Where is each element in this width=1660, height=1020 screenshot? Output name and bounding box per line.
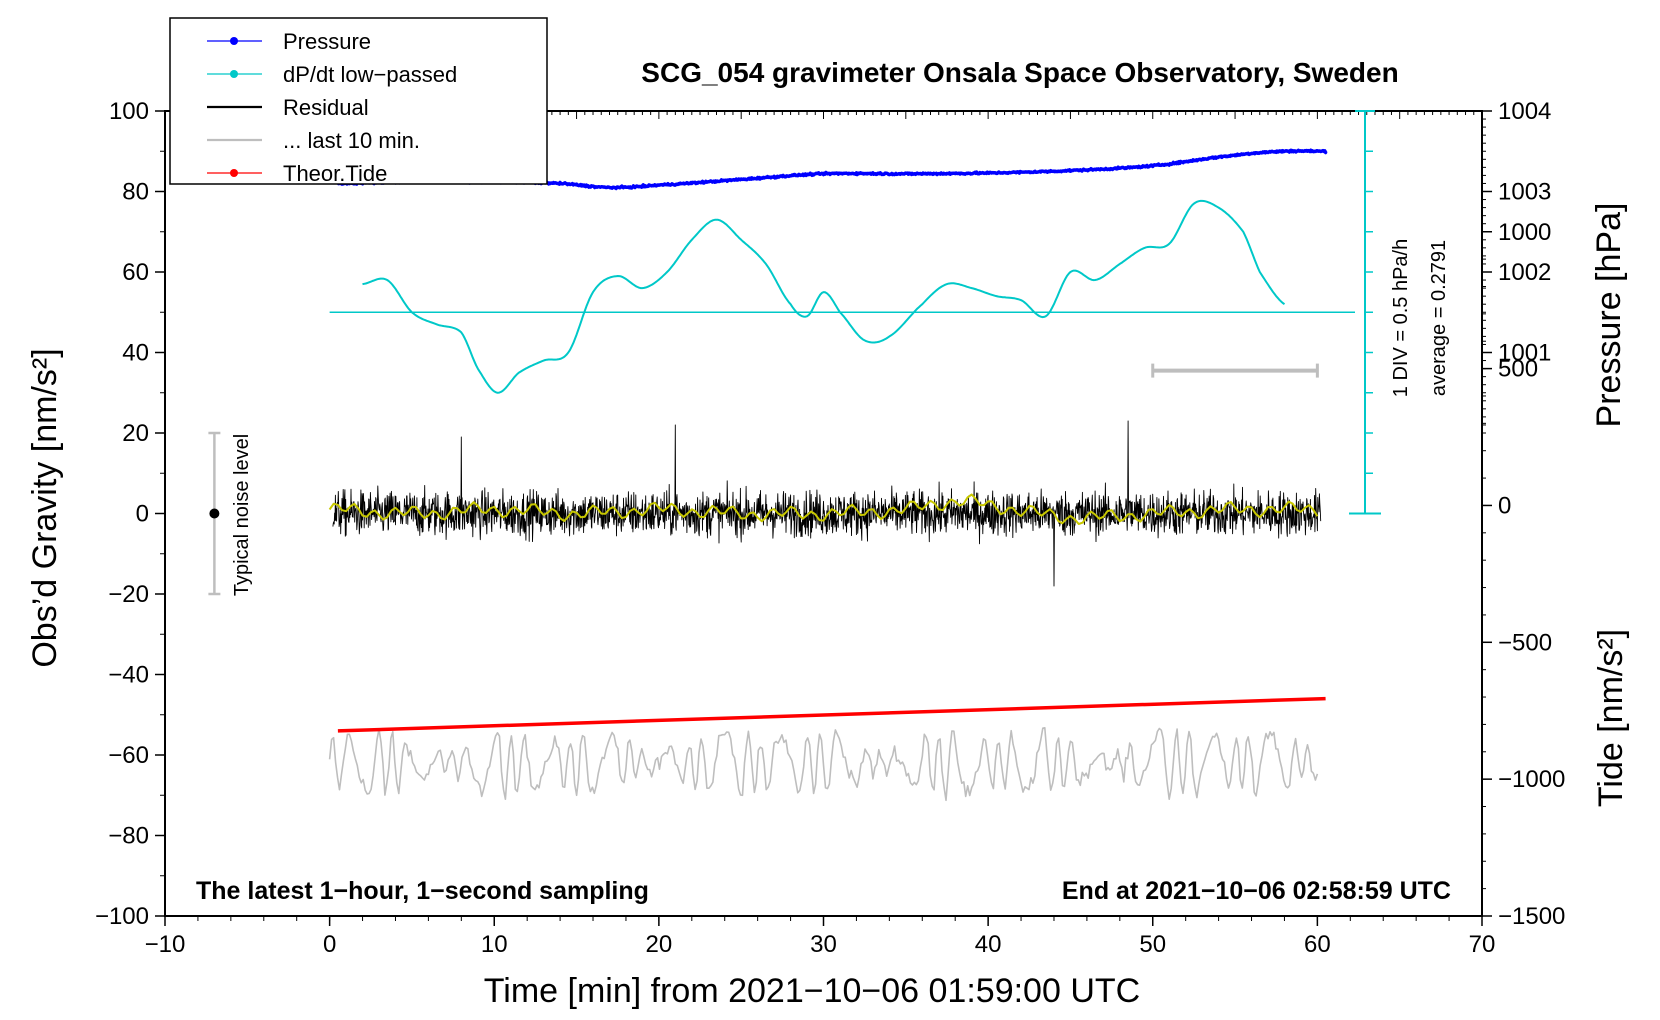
y-tick-label: −100: [95, 903, 149, 930]
legend-marker: [230, 37, 238, 45]
x-tick-label: 20: [646, 931, 673, 958]
pressure-tick-label: 1003: [1498, 179, 1551, 206]
y-tick-label: 20: [122, 420, 149, 447]
legend-label: dP/dt low−passed: [283, 62, 457, 87]
tide-axis-ticks: −1500 −1000 −500 0 500 1000: [1482, 219, 1565, 930]
chart-title: SCG_054 gravimeter Onsala Space Observat…: [641, 57, 1398, 88]
y-tick-label: 40: [122, 340, 149, 367]
extras-group: [208, 363, 1319, 596]
tide-tick-label: −1500: [1498, 903, 1565, 930]
x-axis-title: Time [min] from 2021−10−06 01:59:00 UTC: [484, 972, 1140, 1010]
legend-marker: [230, 169, 238, 177]
noise-level-label: Typical noise level: [231, 434, 253, 596]
x-tick-label: 10: [481, 931, 508, 958]
pressure-axis-title: Pressure [hPa]: [1590, 203, 1628, 428]
x-tick-label: 40: [975, 931, 1002, 958]
y-tick-label: 60: [122, 259, 149, 286]
y-tick-label: −40: [108, 662, 149, 689]
latest-sampling-note: The latest 1−hour, 1−second sampling: [196, 877, 649, 905]
y-tick-label: −60: [108, 742, 149, 769]
legend: Pressure dP/dt low−passed Residual ... last…: [169, 17, 548, 186]
x-tick-label: 0: [323, 931, 336, 958]
dpdt-scale-bar: [1349, 110, 1381, 515]
y-axis-title: Obs’d Gravity [nm/s²]: [26, 348, 64, 667]
tide-tick-label: −500: [1498, 629, 1552, 656]
x-tick-label: −10: [145, 931, 186, 958]
x-tick-label: 50: [1139, 931, 1166, 958]
y-tick-label: 0: [136, 501, 149, 528]
div-scale-label: 1 DIV = 0.5 hPa/h: [1390, 239, 1412, 397]
legend-label: ... last 10 min.: [283, 128, 420, 153]
x-axis-ticks: −10 0 10 20 30 40 50 60 70: [145, 916, 1496, 958]
legend-label: Theor.Tide: [283, 161, 387, 186]
tide-tick-label: −1000: [1498, 766, 1565, 793]
residual-mean-series: [328, 493, 1319, 525]
left-axis-ticks: −100 −80 −60 −40 −20 0 20 40 60 80 100: [95, 98, 165, 930]
noise-bar-center: [209, 508, 220, 519]
y-tick-label: 100: [109, 98, 149, 125]
dpdt-series: [362, 199, 1286, 394]
legend-label: Residual: [283, 95, 369, 120]
tide-series: [337, 696, 1326, 733]
end-time-note: End at 2021−10−06 02:58:59 UTC: [1062, 877, 1451, 905]
x-tick-label: 60: [1304, 931, 1331, 958]
tide-tick-label: 500: [1498, 356, 1538, 383]
y-tick-label: −20: [108, 581, 149, 608]
legend-label: Pressure: [283, 29, 371, 54]
pressure-axis-ticks: 1001 1002 1003 1004: [1482, 98, 1551, 434]
tide-tick-label: 0: [1498, 492, 1511, 519]
residual-series: [332, 420, 1322, 587]
y-tick-label: 80: [122, 179, 149, 206]
series-group: [328, 148, 1355, 802]
pressure-tick-label: 1004: [1498, 98, 1551, 125]
average-label: average = 0.2791: [1428, 240, 1450, 396]
last10-series: [328, 726, 1319, 802]
pressure-tick-label: 1002: [1498, 259, 1551, 286]
legend-marker: [230, 70, 238, 78]
x-tick-label: 70: [1469, 931, 1496, 958]
y-tick-label: −80: [108, 823, 149, 850]
legend-box: [169, 17, 548, 185]
tide-tick-label: 1000: [1498, 219, 1551, 246]
x-tick-label: 30: [810, 931, 837, 958]
pressure-tick-label: 1001: [1498, 340, 1551, 367]
tide-axis-title: Tide [nm/s²]: [1592, 629, 1630, 807]
